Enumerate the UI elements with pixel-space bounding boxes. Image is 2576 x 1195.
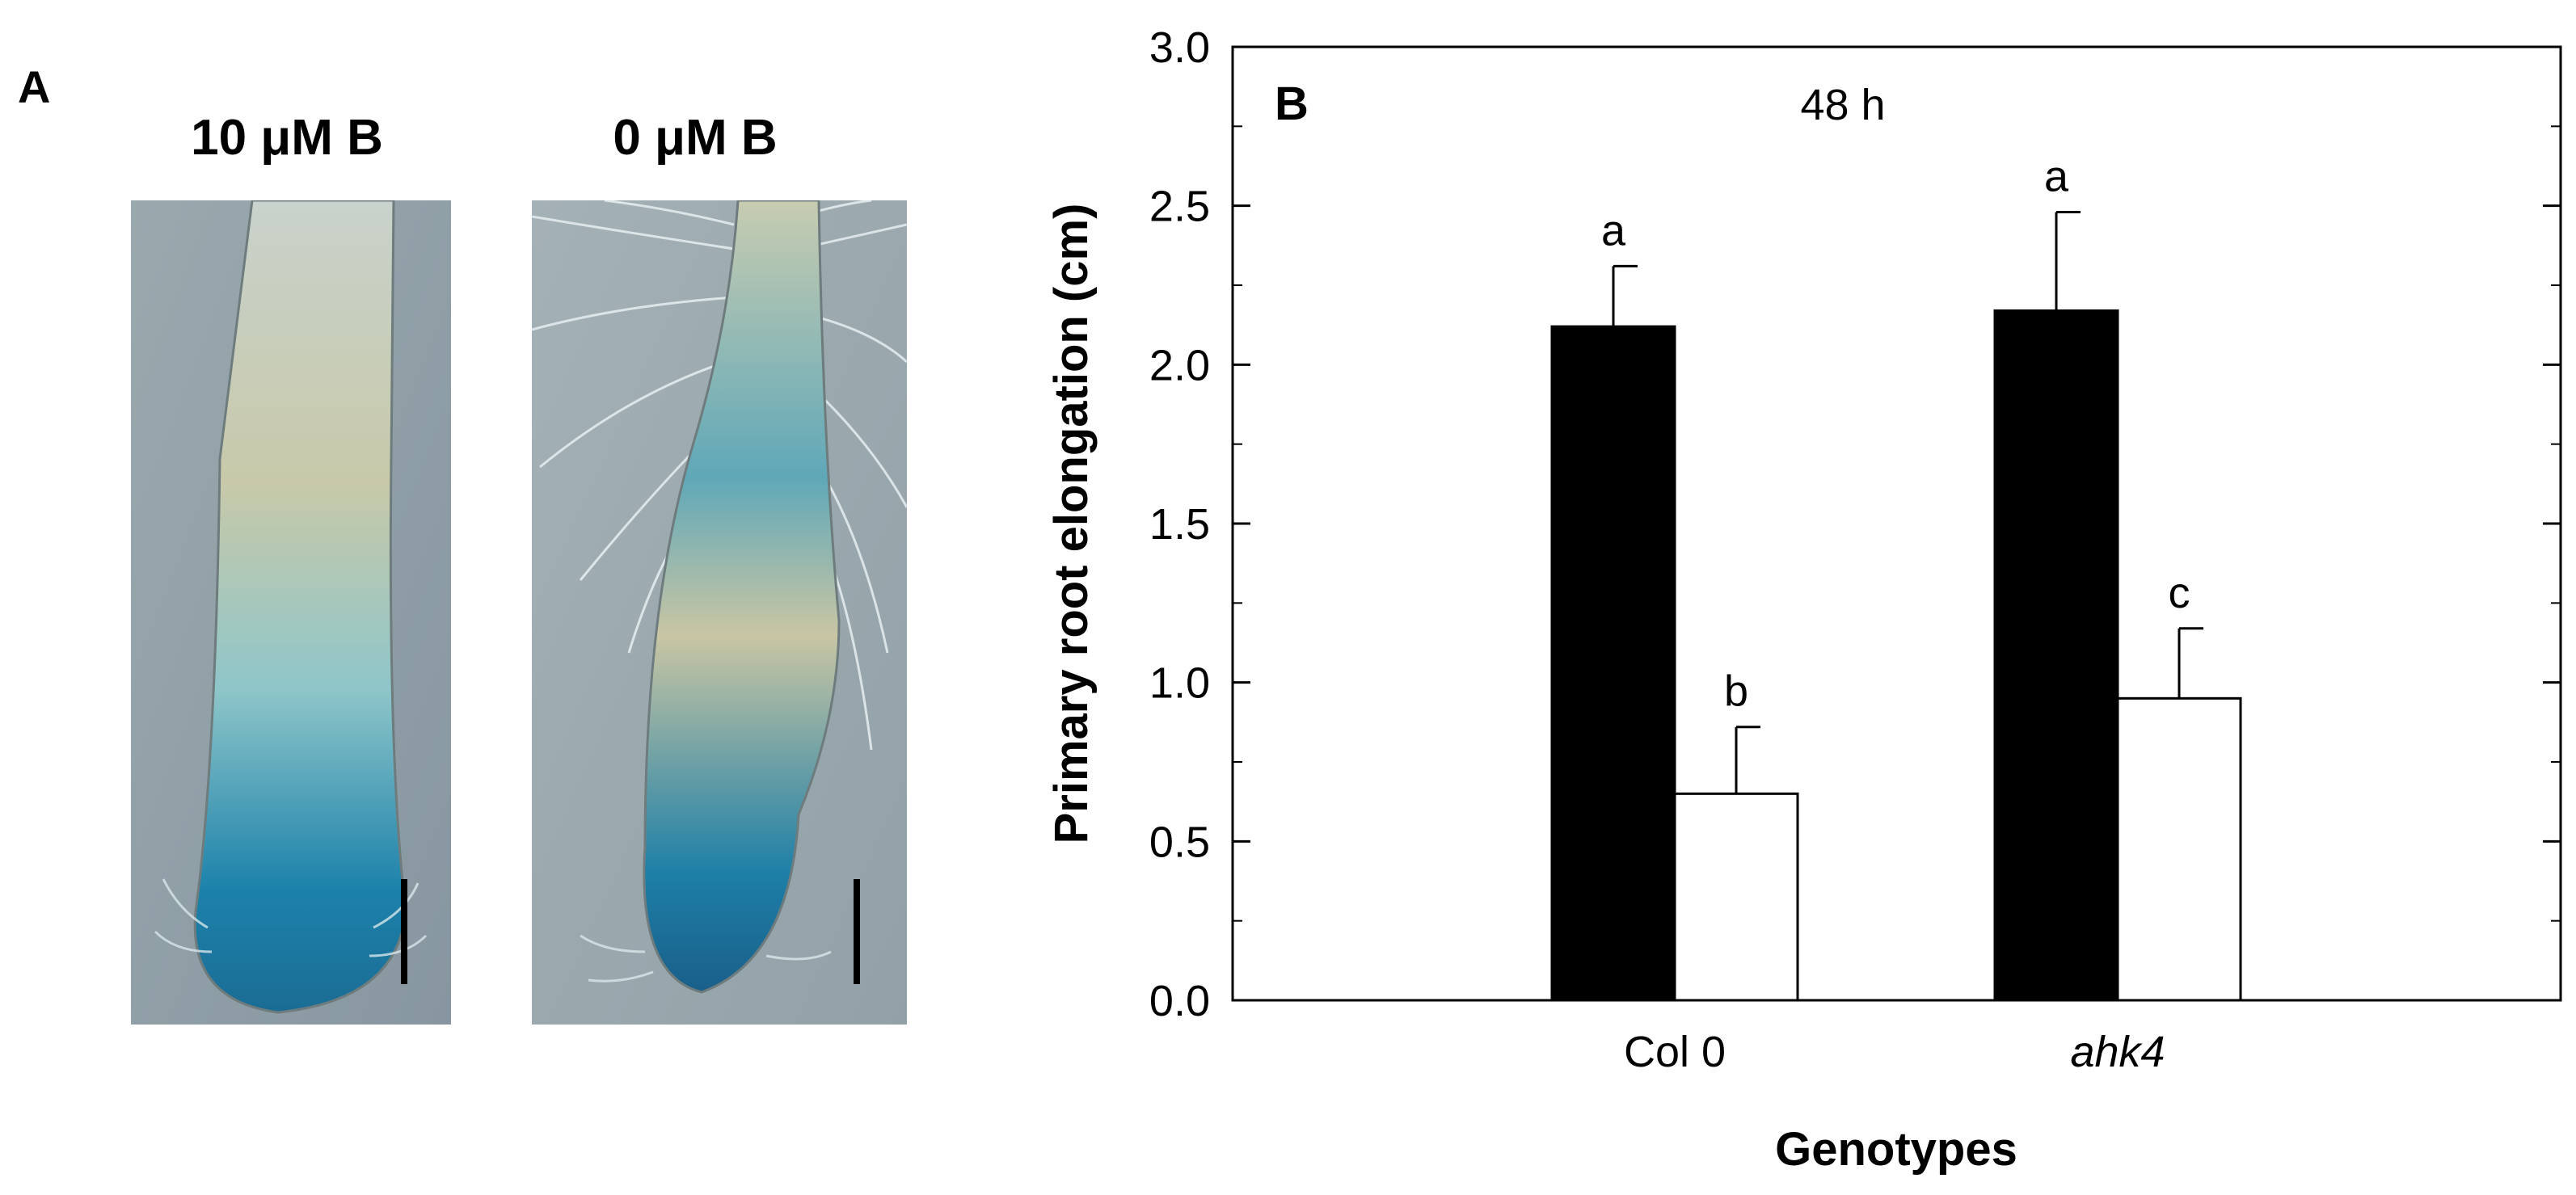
panel-a-letter: A — [18, 61, 51, 112]
y-tick-label: 1.0 — [1149, 659, 1210, 708]
y-tick-label: 3.0 — [1149, 23, 1210, 72]
image-2-title: 0 μM B — [613, 110, 778, 166]
y-axis-title: Primary root elongation (cm) — [1045, 204, 1098, 844]
time-annotation: 48 h — [1800, 81, 1885, 129]
panel-b-letter: B — [1275, 78, 1309, 130]
y-tick-label: 1.5 — [1149, 500, 1210, 549]
significance-letter: b — [1724, 667, 1748, 716]
x-axis-title: Genotypes — [1775, 1123, 2017, 1176]
y-tick-label: 0.0 — [1149, 977, 1210, 1025]
significance-letter: a — [1601, 206, 1626, 255]
plot-frame — [1231, 45, 2562, 1002]
micrograph-0uM-boron — [532, 200, 907, 1025]
significance-letter: a — [2044, 153, 2069, 201]
micrograph-10uM-boron — [131, 200, 451, 1025]
x-tick-label: Col 0 — [1624, 1028, 1726, 1076]
image-1-title: 10 μM B — [191, 110, 383, 166]
x-tick-label: ahk4 — [2070, 1028, 2165, 1076]
bar — [1550, 325, 1676, 1002]
bar — [1673, 792, 1799, 1002]
bar — [2116, 696, 2242, 1002]
y-tick-label: 2.0 — [1149, 341, 1210, 389]
y-tick-label: 2.5 — [1149, 183, 1210, 231]
significance-letter: c — [2169, 569, 2190, 617]
y-tick-label: 0.5 — [1149, 818, 1210, 866]
bar — [1993, 309, 2119, 1002]
